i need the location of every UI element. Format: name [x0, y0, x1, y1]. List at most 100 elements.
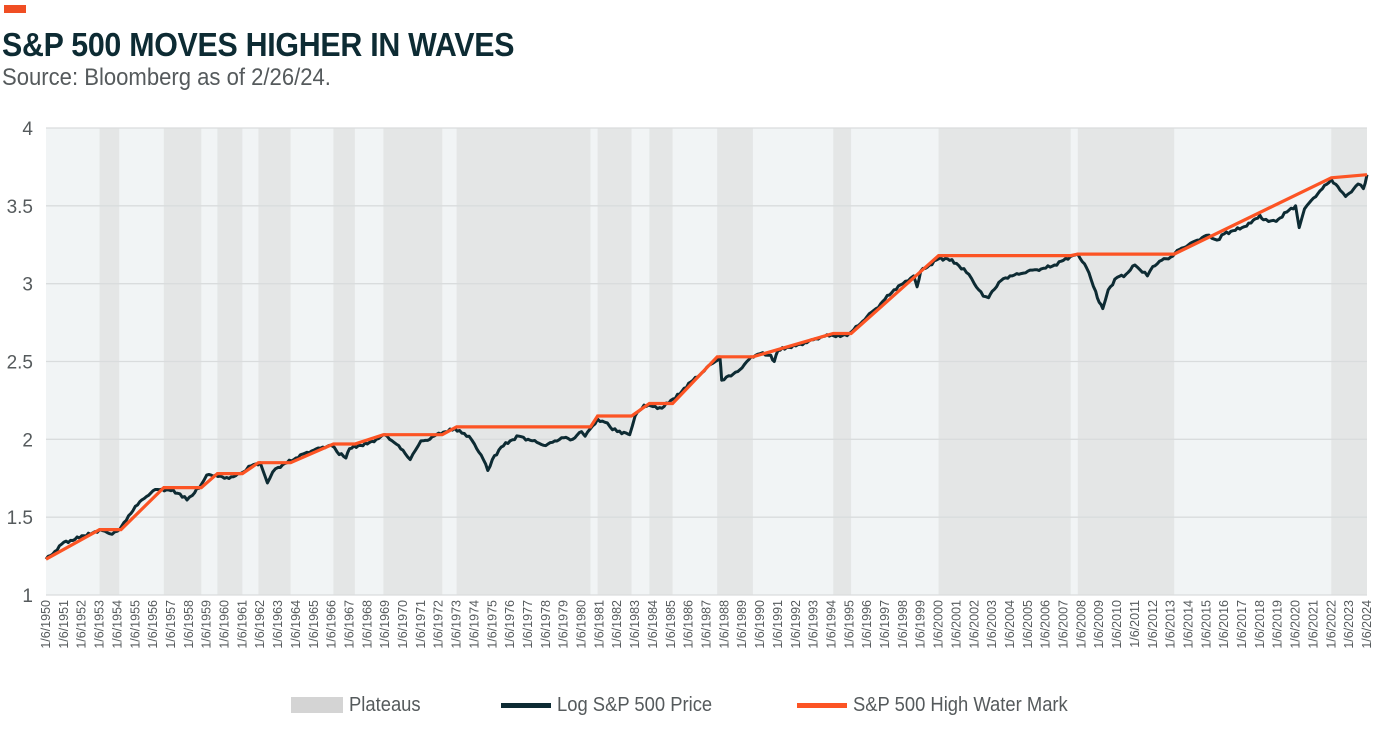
- x-tick-label: 1/6/1995: [842, 600, 856, 649]
- y-tick-label: 2: [22, 430, 33, 451]
- x-tick-label: 1/6/2019: [1271, 600, 1285, 649]
- legend-item-plateaus: Plateaus: [291, 690, 427, 720]
- legend-item-price: Log S&P 500 Price: [501, 690, 726, 720]
- y-tick-label: 2.5: [7, 353, 33, 374]
- x-tick-label: 1/6/1966: [325, 600, 339, 649]
- x-tick-label: 1/6/2004: [1003, 600, 1017, 649]
- x-tick-label: 1/6/1965: [307, 600, 321, 649]
- x-tick-label: 1/6/1985: [664, 600, 678, 649]
- x-tick-label: 1/6/1964: [289, 600, 303, 649]
- grid-layer: [46, 127, 1367, 596]
- x-tick-label: 1/6/2020: [1289, 600, 1303, 649]
- x-tick-label: 1/6/1990: [753, 600, 767, 649]
- legend-item-high-water-mark: S&P 500 High Water Mark: [797, 690, 1086, 720]
- x-tick-label: 1/6/2017: [1235, 600, 1249, 649]
- x-tick-label: 1/6/1987: [700, 600, 714, 649]
- legend-swatch-plateaus: [291, 697, 343, 713]
- x-tick-label: 1/6/1984: [646, 600, 660, 649]
- x-tick-label: 1/6/1999: [914, 600, 928, 649]
- x-tick-label: 1/6/1967: [342, 600, 356, 649]
- x-tick-label: 1/6/1969: [378, 600, 392, 649]
- x-tick-label: 1/6/1951: [57, 600, 71, 649]
- x-tick-label: 1/6/1973: [450, 600, 464, 649]
- x-tick-label: 1/6/1998: [896, 600, 910, 649]
- x-tick-label: 1/6/1979: [557, 600, 571, 649]
- legend-swatch-high-water-mark: [797, 702, 847, 708]
- x-tick-label: 1/6/2011: [1128, 600, 1142, 648]
- x-tick-label: 1/6/1992: [789, 600, 803, 649]
- x-tick-label: 1/6/2000: [932, 600, 946, 649]
- y-tick-label: 4: [22, 119, 33, 140]
- x-tick-label: 1/6/1963: [271, 600, 285, 649]
- x-tick-label: 1/6/2006: [1039, 600, 1053, 649]
- x-tick-label: 1/6/2012: [1146, 600, 1160, 649]
- y-axis: 1 1.5 2 2.5 3 3.5 4: [7, 119, 34, 607]
- x-tick-label: 1/6/2003: [985, 600, 999, 649]
- x-tick-label: 1/6/1971: [414, 600, 428, 649]
- x-tick-label: 1/6/2010: [1110, 600, 1124, 649]
- x-tick-label: 1/6/1950: [39, 600, 53, 649]
- chart-title: S&P 500 MOVES HIGHER IN WAVES: [2, 26, 515, 63]
- x-tick-label: 1/6/1957: [164, 600, 178, 649]
- x-tick-label: 1/6/2021: [1306, 600, 1320, 649]
- x-tick-label: 1/6/2002: [967, 600, 981, 649]
- x-tick-label: 1/6/1962: [253, 600, 267, 649]
- y-tick-label: 3.5: [7, 197, 33, 218]
- x-tick-label: 1/6/2014: [1181, 600, 1195, 649]
- x-tick-label: 1/6/1961: [235, 600, 249, 649]
- x-tick-label: 1/6/1968: [360, 600, 374, 649]
- x-tick-label: 1/6/2018: [1253, 600, 1267, 649]
- legend: Plateaus Log S&P 500 Price S&P 500 High …: [0, 690, 1379, 720]
- legend-swatch-price: [501, 702, 551, 708]
- x-tick-label: 1/6/1982: [610, 600, 624, 649]
- x-tick-label: 1/6/1960: [218, 600, 232, 649]
- x-tick-label: 1/6/1988: [717, 600, 731, 649]
- legend-label: Plateaus: [349, 693, 421, 716]
- x-tick-label: 1/6/1954: [110, 600, 124, 649]
- x-tick-label: 1/6/2008: [1074, 600, 1088, 649]
- x-tick-label: 1/6/1994: [824, 600, 838, 649]
- x-tick-label: 1/6/2024: [1360, 600, 1374, 649]
- x-tick-label: 1/6/2022: [1324, 600, 1338, 649]
- x-tick-label: 1/6/2016: [1217, 600, 1231, 649]
- x-tick-label: 1/6/2007: [1057, 600, 1071, 649]
- x-tick-label: 1/6/1980: [575, 600, 589, 649]
- x-tick-label: 1/6/1958: [182, 600, 196, 649]
- legend-label: Log S&P 500 Price: [557, 693, 713, 716]
- chart-svg: 11.522.533.54 1/6/1950 1/6/1951 1/6/1952 1/…: [7, 119, 1374, 649]
- x-tick-label: 1/6/1970: [396, 600, 410, 649]
- x-tick-label: 1/6/1977: [521, 600, 535, 649]
- x-axis: 1/6/1950 1/6/1951 1/6/1952 1/6/1953 1/6/1954…: [39, 600, 1374, 649]
- x-tick-label: 1/6/1986: [682, 600, 696, 649]
- x-tick-label: 1/6/1978: [539, 600, 553, 649]
- x-tick-label: 1/6/2015: [1199, 600, 1213, 649]
- x-tick-label: 1/6/2005: [1021, 600, 1035, 649]
- x-tick-label: 1/6/1981: [592, 600, 606, 649]
- y-tick-label: 1: [22, 586, 33, 607]
- x-tick-label: 1/6/1989: [735, 600, 749, 649]
- x-tick-label: 1/6/1956: [146, 600, 160, 649]
- accent-bar: [4, 5, 26, 13]
- x-tick-label: 1/6/1976: [503, 600, 517, 649]
- x-tick-label: 1/6/1991: [771, 600, 785, 649]
- x-tick-label: 1/6/1955: [128, 600, 142, 649]
- x-tick-label: 1/6/1983: [628, 600, 642, 649]
- x-tick-label: 1/6/1974: [467, 600, 481, 649]
- x-tick-label: 1/6/1993: [807, 600, 821, 649]
- x-tick-label: 1/6/1952: [75, 600, 89, 649]
- x-tick-label: 1/6/2009: [1092, 600, 1106, 649]
- x-tick-label: 1/6/1972: [432, 600, 446, 649]
- chart-subtitle: Source: Bloomberg as of 2/26/24.: [2, 64, 331, 91]
- x-tick-label: 1/6/1996: [860, 600, 874, 649]
- x-tick-label: 1/6/2001: [949, 600, 963, 649]
- series-high-water-mark: [45, 173, 1368, 561]
- x-tick-label: 1/6/1959: [200, 600, 214, 649]
- y-tick-label: 3: [22, 275, 33, 296]
- x-tick-label: 1/6/1953: [93, 600, 107, 649]
- x-tick-label: 1/6/1975: [485, 600, 499, 649]
- x-tick-label: 1/6/2013: [1164, 600, 1178, 649]
- x-tick-label: 1/6/1997: [878, 600, 892, 649]
- y-tick-label: 1.5: [7, 508, 33, 529]
- x-tick-label: 1/6/2023: [1342, 600, 1356, 649]
- legend-label: S&P 500 High Water Mark: [853, 693, 1068, 716]
